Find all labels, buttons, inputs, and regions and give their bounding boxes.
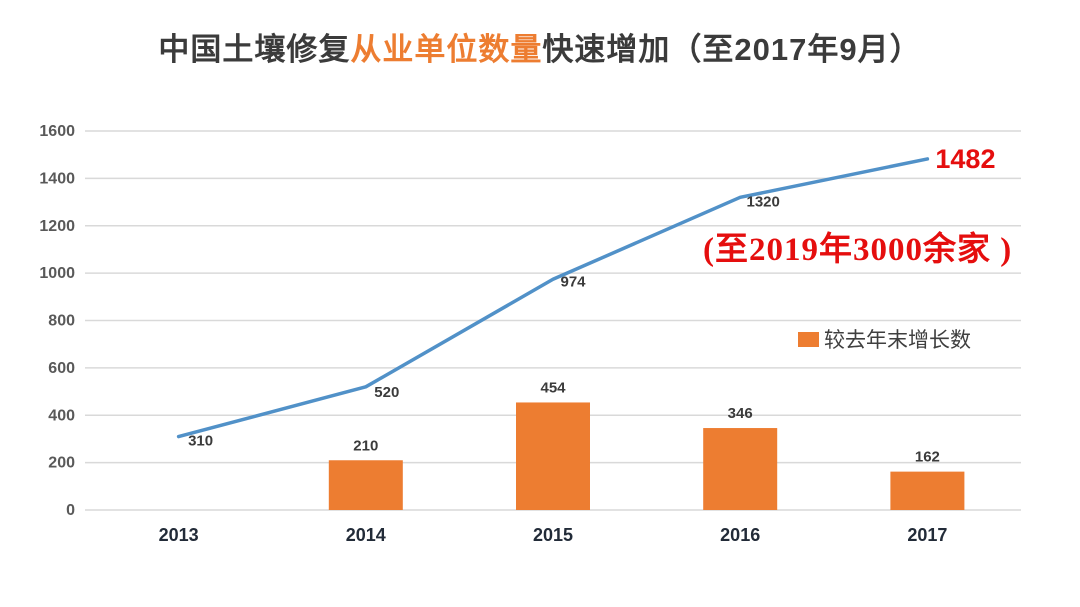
x-axis-tick: 2017 xyxy=(907,525,947,545)
trend-line xyxy=(176,157,930,439)
line-label: 974 xyxy=(560,273,586,290)
bar-label: 454 xyxy=(540,379,566,396)
bar-2015 xyxy=(516,402,590,510)
y-axis-tick: 200 xyxy=(48,455,75,472)
bar-2017 xyxy=(890,471,965,510)
title-suffix: 快速增加（至2017年9月） xyxy=(542,32,922,67)
x-axis-tick: 2016 xyxy=(720,525,760,545)
bar-label: 210 xyxy=(353,437,378,454)
line-label: 1320 xyxy=(747,193,780,210)
title-highlight: 从业单位数量 xyxy=(350,32,543,67)
y-axis-tick: 600 xyxy=(48,360,75,377)
y-axis-tick: 400 xyxy=(48,407,75,424)
bar-label: 346 xyxy=(728,405,753,422)
y-axis-tick: 1400 xyxy=(39,170,75,187)
legend: 较去年末增长数 xyxy=(798,324,971,354)
bar-2014 xyxy=(328,460,403,510)
y-axis-tick: 800 xyxy=(48,313,75,330)
legend-swatch-icon xyxy=(798,331,819,347)
x-axis-tick: 2015 xyxy=(533,525,573,545)
x-axis-tick: 2013 xyxy=(159,525,199,545)
y-axis-tick: 0 xyxy=(66,502,75,519)
y-axis-tick: 1600 xyxy=(39,123,75,140)
chart-title: 中国土壤修复从业单位数量快速增加（至2017年9月） xyxy=(0,24,1080,69)
legend-label: 较去年末增长数 xyxy=(824,329,971,352)
x-axis-tick: 2014 xyxy=(346,525,386,545)
title-prefix: 中国土壤修复 xyxy=(158,32,351,67)
projection-annotation: (至2019年3000余家 ) xyxy=(703,232,1013,268)
y-axis-tick: 1200 xyxy=(39,218,75,235)
y-axis-tick: 1000 xyxy=(39,265,75,282)
bar-2016 xyxy=(703,428,778,510)
bar-label: 162 xyxy=(915,449,940,466)
final-value-label: 1482 xyxy=(935,144,995,174)
line-label: 310 xyxy=(188,433,213,450)
line-label: 520 xyxy=(374,384,399,401)
